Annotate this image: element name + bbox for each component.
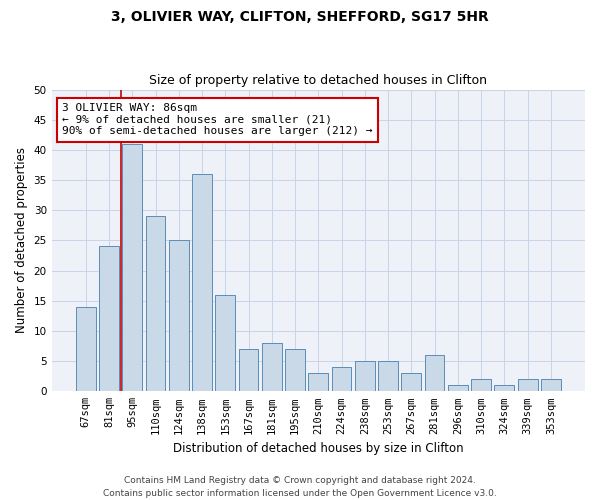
Bar	[494, 386, 514, 392]
Bar	[308, 373, 328, 392]
Bar	[401, 373, 421, 392]
Bar	[332, 367, 352, 392]
Bar	[192, 174, 212, 392]
Bar	[355, 361, 375, 392]
Bar	[169, 240, 188, 392]
Bar	[215, 294, 235, 392]
Bar	[146, 216, 166, 392]
Bar	[425, 355, 445, 392]
Bar	[378, 361, 398, 392]
Bar	[541, 379, 561, 392]
Bar	[285, 349, 305, 392]
Bar	[99, 246, 119, 392]
X-axis label: Distribution of detached houses by size in Clifton: Distribution of detached houses by size …	[173, 442, 464, 455]
Text: 3 OLIVIER WAY: 86sqm
← 9% of detached houses are smaller (21)
90% of semi-detach: 3 OLIVIER WAY: 86sqm ← 9% of detached ho…	[62, 103, 373, 136]
Text: 3, OLIVIER WAY, CLIFTON, SHEFFORD, SG17 5HR: 3, OLIVIER WAY, CLIFTON, SHEFFORD, SG17 …	[111, 10, 489, 24]
Y-axis label: Number of detached properties: Number of detached properties	[15, 148, 28, 334]
Bar	[122, 144, 142, 392]
Text: Contains HM Land Registry data © Crown copyright and database right 2024.
Contai: Contains HM Land Registry data © Crown c…	[103, 476, 497, 498]
Bar	[239, 349, 259, 392]
Bar	[76, 307, 95, 392]
Bar	[262, 343, 282, 392]
Bar	[518, 379, 538, 392]
Bar	[471, 379, 491, 392]
Bar	[448, 386, 468, 392]
Title: Size of property relative to detached houses in Clifton: Size of property relative to detached ho…	[149, 74, 487, 87]
